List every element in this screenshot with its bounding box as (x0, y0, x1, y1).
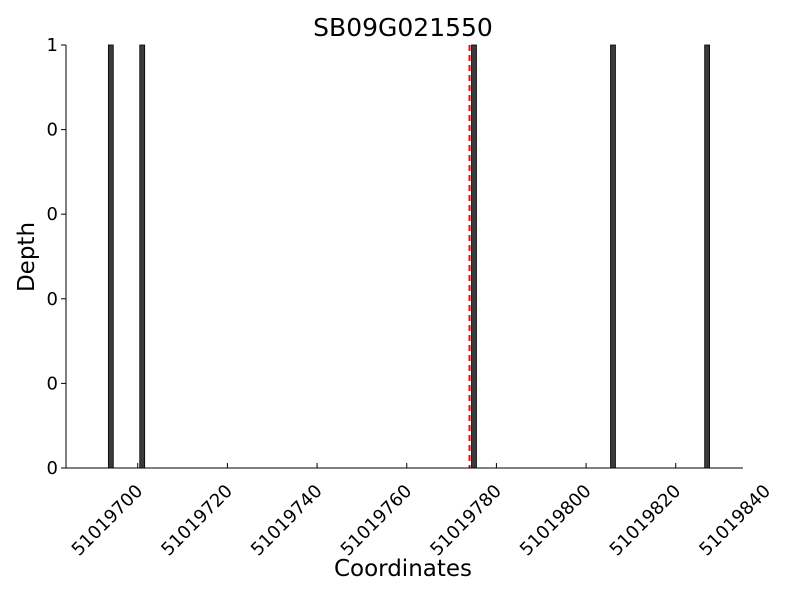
y-tick-label: 1 (47, 35, 58, 56)
y-tick-label: 0 (47, 458, 58, 479)
y-tick-label: 0 (47, 204, 58, 225)
bars-group (107, 44, 710, 469)
x-tick-label: 51019840 (695, 481, 775, 561)
axes-group (65, 45, 743, 469)
y-tick-label: 0 (47, 373, 58, 394)
bar (139, 44, 146, 469)
bar (107, 44, 114, 469)
x-axis-label: Coordinates (334, 556, 472, 582)
bar (704, 44, 710, 469)
x-tick-label: 51019740 (247, 481, 327, 561)
x-tick-label: 51019800 (516, 481, 596, 561)
x-tick-label: 51019760 (337, 481, 417, 561)
x-tick-label: 51019700 (68, 481, 148, 561)
x-tick-label: 51019780 (426, 481, 506, 561)
y-tick-label: 0 (47, 289, 58, 310)
x-ticks-group: 51019700 51019720 51019740 51019760 51019780… (68, 463, 775, 560)
y-ticks-group: 0 0 0 0 0 1 (47, 35, 66, 479)
x-tick-label: 51019720 (157, 481, 237, 561)
chart-title: SB09G021550 (313, 13, 493, 42)
bar (610, 44, 616, 469)
y-axis-label: Depth (14, 222, 40, 292)
x-tick-label: 51019820 (606, 481, 686, 561)
y-tick-label: 0 (47, 120, 58, 141)
bar (471, 44, 477, 469)
